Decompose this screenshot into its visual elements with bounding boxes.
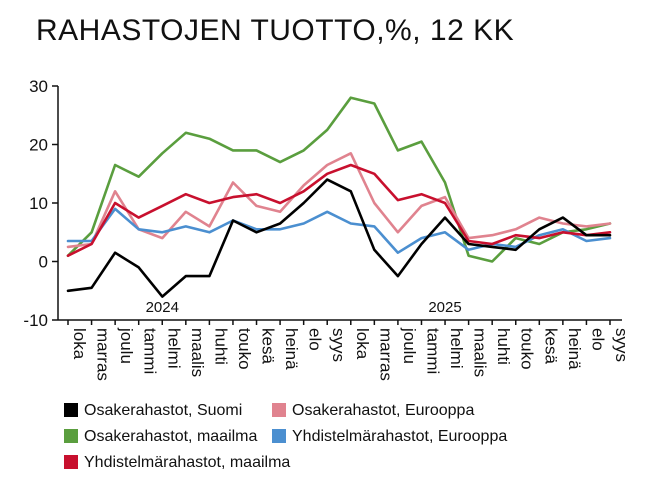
legend-label: Yhdistelmärahastot, maailma [84, 454, 290, 471]
x-tick-label: kesä [541, 328, 560, 364]
series-lines [66, 96, 612, 298]
x-tick-label: touko [518, 328, 537, 370]
series-line-3 [66, 207, 612, 254]
series-line-0 [66, 178, 612, 298]
x-tick-label: huhti [211, 328, 230, 365]
y-axis-ticks: 30 20 10 0 -10 [23, 77, 58, 330]
legend-label: Osakerahastot, maailma [84, 428, 258, 445]
x-tick-label: tammi [141, 328, 160, 374]
x-tick-label: heinä [282, 328, 301, 370]
legend-label: Osakerahastot, Suomi [84, 402, 242, 419]
x-tick-label: kesä [259, 328, 278, 364]
legend-label: Yhdistelmärahastot, Eurooppa [292, 428, 507, 445]
series-line-2 [66, 96, 612, 263]
x-tick-label: helmi [164, 328, 183, 369]
year-label: 2025 [428, 299, 461, 316]
x-tick-label: huhti [494, 328, 513, 365]
legend-swatch [272, 403, 286, 417]
legend-swatch [272, 429, 286, 443]
x-tick-label: elo [306, 328, 325, 351]
x-tick-label: syys [329, 328, 348, 362]
x-tick-label: heinä [565, 328, 584, 370]
legend-swatch [64, 455, 78, 469]
x-tick-label: maalis [471, 328, 490, 377]
year-labels: 2024 2025 [146, 299, 462, 316]
legend-label: Osakerahastot, Eurooppa [292, 402, 474, 419]
x-tick-label: maalis [188, 328, 207, 377]
x-tick-label: syys [612, 328, 631, 362]
legend-swatch [64, 429, 78, 443]
y-tick-label: 20 [29, 136, 48, 155]
y-tick-label: -10 [23, 311, 48, 330]
x-axis-labels: loka marras joulu tammi helmi maalis huhti touk… [67, 320, 631, 381]
legend-swatch [64, 403, 78, 417]
x-tick-label: marras [94, 328, 113, 381]
x-tick-label: joulu [400, 327, 419, 364]
y-tick-label: 0 [39, 253, 48, 272]
axes [57, 86, 622, 321]
year-label: 2024 [146, 299, 179, 316]
x-tick-label: loka [353, 328, 372, 360]
x-tick-label: tammi [423, 328, 442, 374]
x-tick-label: helmi [447, 328, 466, 369]
x-tick-label: marras [376, 328, 395, 381]
x-tick-label: elo [588, 328, 607, 351]
x-tick-label: joulu [117, 327, 136, 364]
chart-title: RAHASTOJEN TUOTTO,%, 12 KK [36, 14, 515, 47]
x-tick-label: touko [235, 328, 254, 370]
series-line-4 [66, 163, 612, 257]
legend: Osakerahastot, Suomi Osakerahastot, Euroo… [64, 402, 507, 471]
y-tick-label: 30 [29, 77, 48, 96]
series-line-1 [66, 152, 612, 249]
y-tick-label: 10 [29, 194, 48, 213]
x-tick-label: loka [70, 328, 89, 360]
